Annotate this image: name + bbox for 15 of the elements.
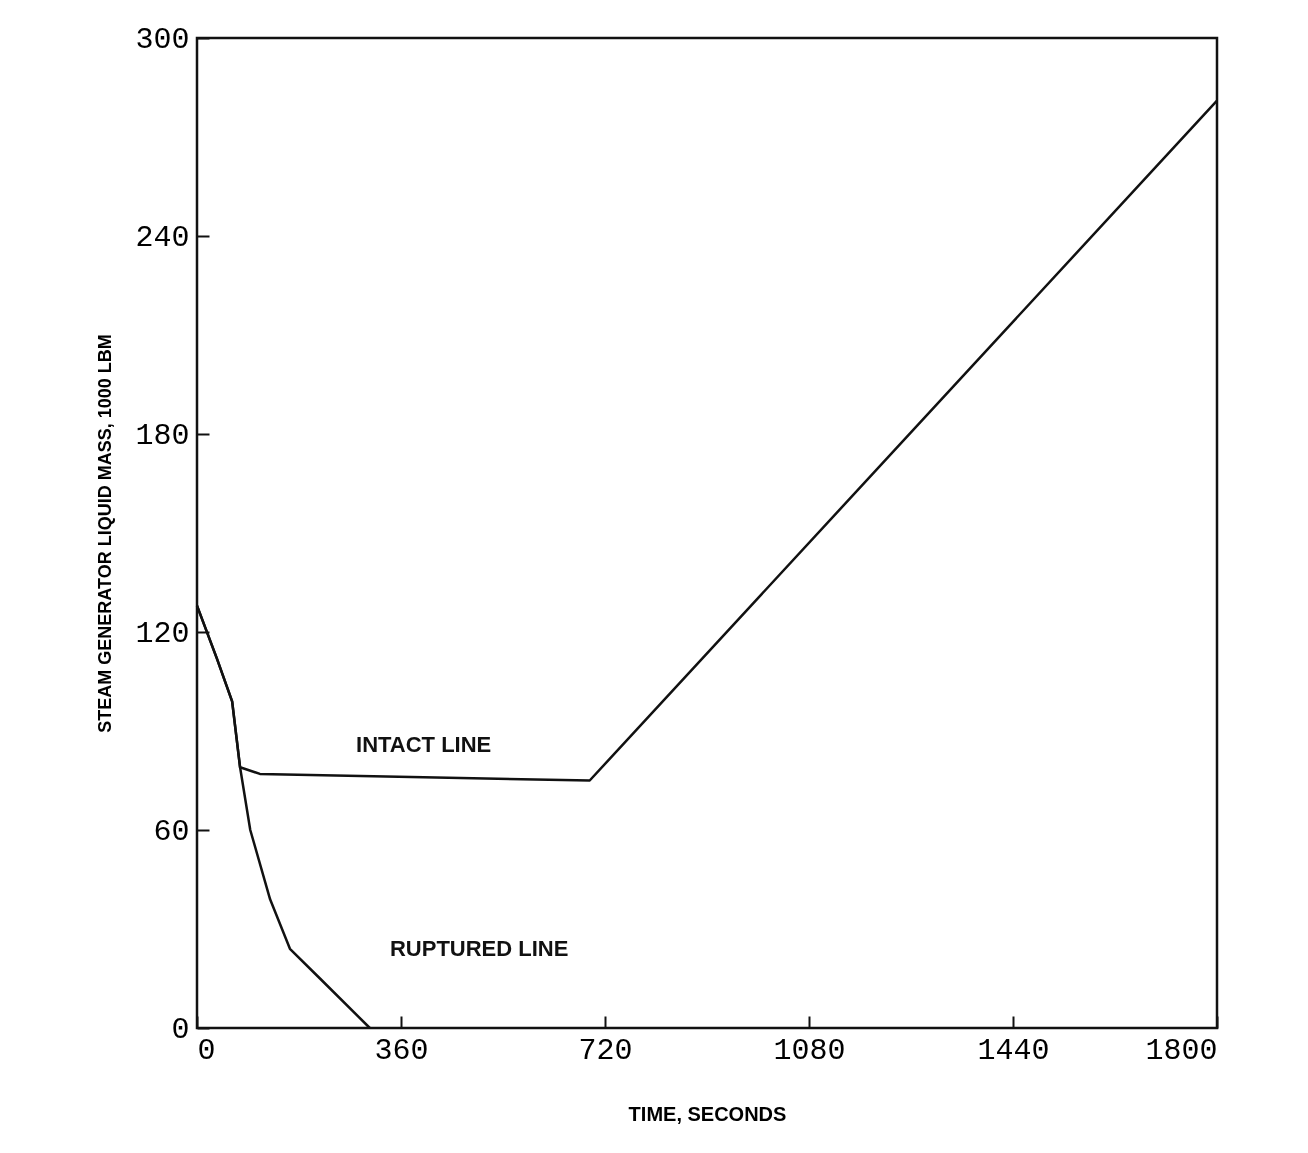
x-tick-label: 0 [197,1033,216,1068]
text: RUPTURED LINE [389,935,569,961]
x-tick-label: 360 [374,1033,429,1068]
y-tick-label: 300 [135,22,190,57]
x-tick-label: 1800 [1145,1033,1218,1068]
series-label: INTACT LINE [356,732,492,758]
x-tick-label: 1440 [977,1033,1050,1068]
x-tick-label: 1080 [773,1033,846,1068]
y-tick-label: 120 [135,616,190,651]
y-axis-title: STEAM GENERATOR LIQUID MASS, 1000 LBM [95,334,116,733]
x-axis-title: TIME, SECONDS [628,1102,787,1125]
y-tick-label: 240 [135,220,190,255]
y-tick-label: 60 [153,814,190,849]
y-tick-label: 180 [135,418,190,453]
x-tick-label: 720 [578,1033,633,1068]
